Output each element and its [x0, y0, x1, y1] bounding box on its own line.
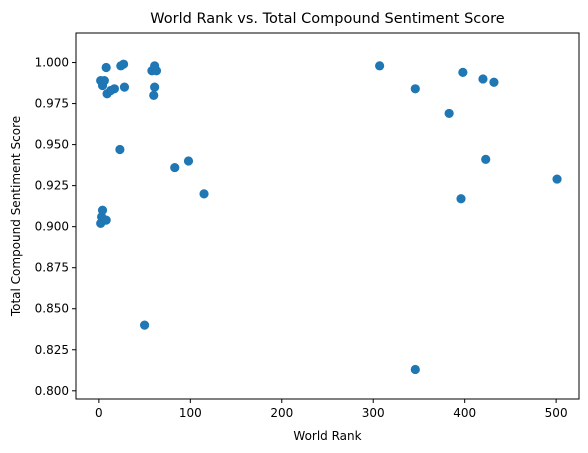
- y-tick-label: 0.875: [35, 261, 69, 275]
- scatter-point: [170, 162, 180, 173]
- y-tick-label: 0.925: [35, 179, 69, 193]
- x-axis-ticks: 0 100 200 300 400 500: [95, 399, 568, 420]
- y-tick-label: 0.825: [35, 343, 69, 357]
- y-tick-label: 0.850: [35, 302, 69, 316]
- scatter-points: [96, 59, 562, 375]
- scatter-point: [478, 74, 488, 84]
- scatter-point: [109, 84, 120, 94]
- y-tick-label: 0.800: [35, 384, 69, 398]
- x-tick-label: 400: [453, 406, 476, 420]
- scatter-point: [410, 84, 420, 94]
- y-tick-label: 0.900: [35, 220, 69, 234]
- scatter-point: [199, 189, 209, 199]
- scatter-point: [456, 194, 466, 204]
- x-axis-label: World Rank: [293, 429, 361, 443]
- scatter-point: [139, 320, 150, 330]
- scatter-point: [151, 66, 162, 76]
- x-tick-label: 0: [95, 406, 103, 420]
- scatter-point: [489, 77, 499, 87]
- scatter-point: [101, 215, 111, 225]
- scatter-point: [101, 62, 111, 73]
- scatter-point: [149, 90, 159, 100]
- x-tick-label: 200: [270, 406, 293, 420]
- scatter-point: [444, 108, 454, 119]
- y-axis-ticks: 0.800 0.825 0.850 0.875 0.900 0.925 0.950 0.975…: [35, 56, 76, 398]
- scatter-point: [99, 75, 109, 86]
- scatter-point: [458, 67, 468, 77]
- y-axis-label: Total Compound Sentiment Score: [9, 116, 23, 317]
- y-tick-label: 0.975: [35, 97, 69, 111]
- chart-title: World Rank vs. Total Compound Sentiment …: [150, 11, 504, 27]
- x-tick-label: 500: [545, 406, 568, 420]
- scatter-point: [119, 82, 130, 92]
- plot-area-frame: [75, 32, 580, 400]
- y-tick-label: 0.950: [35, 138, 69, 152]
- y-tick-label: 1.000: [35, 56, 69, 70]
- scatter-point: [410, 364, 420, 375]
- scatter-point: [375, 61, 385, 71]
- scatter-point: [118, 59, 129, 69]
- scatter-point: [183, 156, 194, 166]
- scatter-point: [150, 82, 160, 92]
- scatter-point: [115, 144, 125, 155]
- scatter-point: [552, 174, 562, 184]
- scatter-point: [97, 205, 108, 215]
- x-tick-label: 100: [179, 406, 202, 420]
- scatter-point: [481, 154, 491, 164]
- x-tick-label: 300: [362, 406, 385, 420]
